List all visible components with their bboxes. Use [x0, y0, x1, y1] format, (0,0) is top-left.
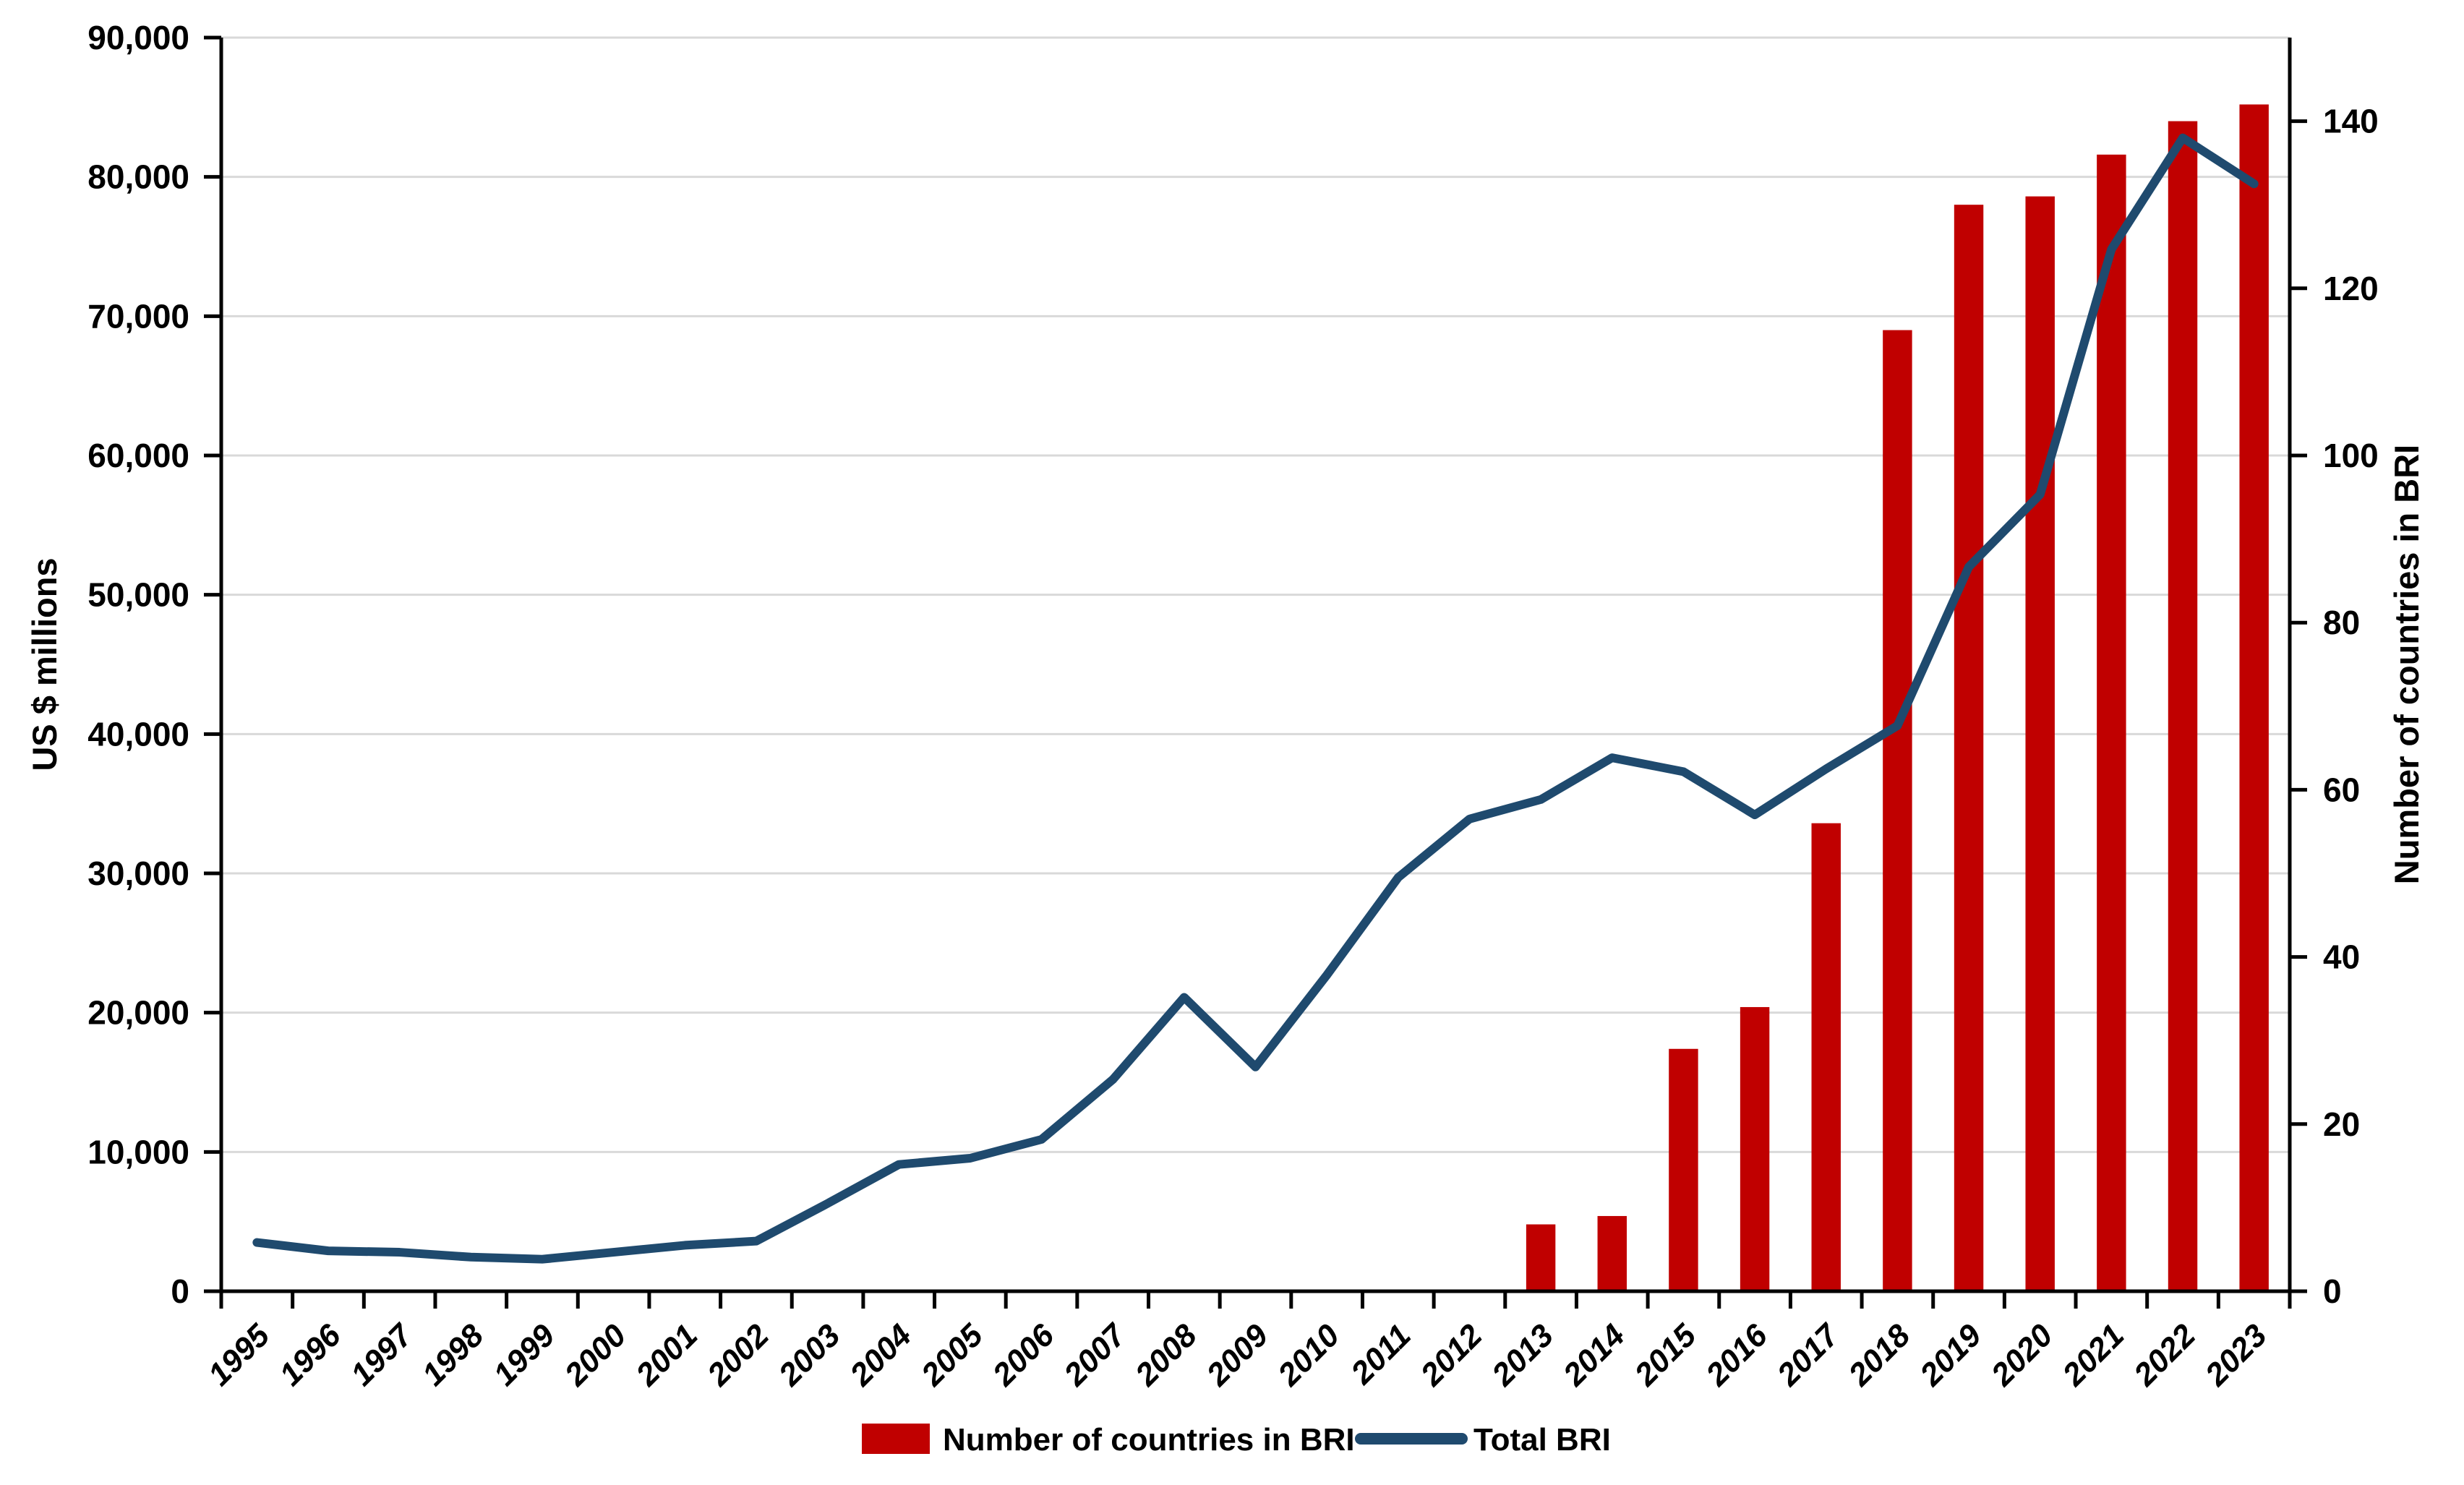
- y-right-label: 80: [2323, 604, 2360, 641]
- bar-2015: [1669, 1048, 1698, 1291]
- x-label-1999: 1999: [487, 1317, 562, 1392]
- x-label-2014: 2014: [1556, 1317, 1632, 1393]
- x-axis-labels: 1995199619971998199920002001200220032004…: [202, 1317, 2274, 1393]
- x-label-2009: 2009: [1199, 1317, 1275, 1393]
- x-label-2005: 2005: [914, 1317, 990, 1393]
- x-label-2011: 2011: [1344, 1317, 1418, 1391]
- x-label-2023: 2023: [2198, 1317, 2274, 1393]
- x-label-2007: 2007: [1057, 1317, 1134, 1393]
- y-left-label: 90,000: [87, 19, 189, 56]
- x-label-2016: 2016: [1699, 1317, 1775, 1393]
- x-label-2001: 2001: [629, 1317, 705, 1393]
- y-left-label: 20,000: [87, 994, 189, 1032]
- y-left-label: 70,000: [87, 297, 189, 335]
- y-left-label: 40,000: [87, 715, 189, 753]
- bar-2013: [1526, 1224, 1556, 1291]
- bars-number-of-countries: [1526, 104, 2269, 1292]
- y-right-label: 140: [2323, 103, 2379, 140]
- y-left-label: 10,000: [87, 1133, 189, 1171]
- y-left-label: 80,000: [87, 158, 189, 196]
- legend: Number of countries in BRI Total BRI: [862, 1422, 1611, 1458]
- x-label-2003: 2003: [771, 1317, 847, 1393]
- x-label-2013: 2013: [1485, 1317, 1561, 1393]
- x-label-2006: 2006: [985, 1317, 1061, 1393]
- y-left-label: 30,000: [87, 855, 189, 892]
- legend-label-bars: Number of countries in BRI: [943, 1422, 1355, 1458]
- y-right-label: 20: [2323, 1105, 2360, 1143]
- y-left-label: 50,000: [87, 576, 189, 614]
- y-left-label: 0: [171, 1272, 189, 1310]
- bar-2021: [2097, 154, 2126, 1292]
- x-label-2021: 2021: [2056, 1317, 2131, 1393]
- y-left-axis-title: US $ millions: [25, 557, 64, 771]
- gridlines: [221, 36, 2290, 1153]
- bar-2018: [1883, 330, 1912, 1292]
- x-label-2012: 2012: [1413, 1317, 1489, 1393]
- total-bri-line: [252, 133, 2259, 1264]
- bar-2019: [1954, 205, 1984, 1292]
- x-label-2015: 2015: [1627, 1317, 1703, 1393]
- x-label-2010: 2010: [1271, 1317, 1347, 1393]
- y-right-label: 120: [2323, 270, 2379, 307]
- x-label-2022: 2022: [2127, 1317, 2203, 1393]
- x-label-2000: 2000: [557, 1317, 633, 1393]
- x-label-2019: 2019: [1913, 1317, 1989, 1393]
- y-axis-right-labels: 0 20 40 60 80 100 120 140: [2323, 103, 2379, 1310]
- x-label-2017: 2017: [1770, 1317, 1847, 1393]
- bar-2020: [2025, 196, 2055, 1291]
- legend-label-line: Total BRI: [1473, 1422, 1611, 1458]
- y-right-label: 60: [2323, 771, 2360, 808]
- bar-2016: [1740, 1006, 1770, 1291]
- y-left-label: 60,000: [87, 437, 189, 474]
- x-label-2018: 2018: [1841, 1317, 1917, 1393]
- bar-2023: [2239, 104, 2269, 1292]
- x-label-2008: 2008: [1128, 1317, 1204, 1393]
- y-right-axis-title: Number of countries in BRI: [2387, 445, 2426, 884]
- bar-2014: [1597, 1215, 1627, 1291]
- y-axis-left-labels: 0 10,000 20,000 30,000 40,000 50,000 60,000 70,…: [87, 19, 189, 1310]
- bar-2022: [2168, 121, 2198, 1292]
- axis-titles: US $ millions Number of countries in BRI: [25, 445, 2426, 884]
- x-label-1997: 1997: [344, 1317, 421, 1393]
- bar-2017: [1811, 823, 1841, 1291]
- x-label-1995: 1995: [202, 1317, 277, 1392]
- y-right-label: 40: [2323, 938, 2360, 976]
- legend-swatch-bars: [862, 1424, 930, 1454]
- x-label-2020: 2020: [1984, 1317, 2060, 1393]
- y-right-label: 100: [2323, 437, 2379, 474]
- x-label-1996: 1996: [273, 1317, 348, 1392]
- line-total-bri: [252, 133, 2259, 1264]
- axes: [204, 35, 2307, 1309]
- x-label-1998: 1998: [415, 1317, 490, 1392]
- x-label-2004: 2004: [843, 1317, 919, 1393]
- y-right-label: 0: [2323, 1272, 2342, 1310]
- x-label-2002: 2002: [700, 1317, 776, 1393]
